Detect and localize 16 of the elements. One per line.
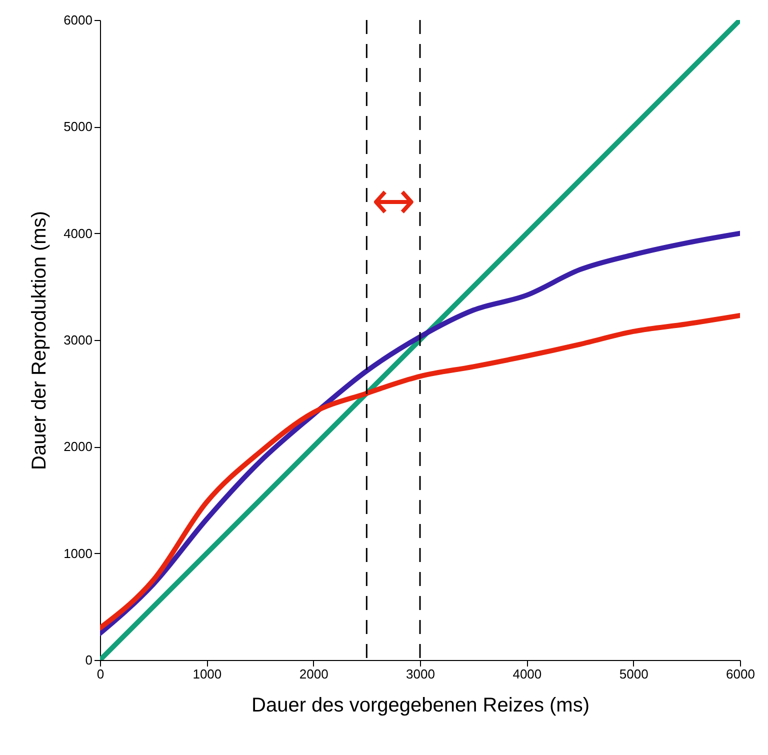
x-tick-label: 2000 (299, 666, 328, 682)
y-tick-label: 0 (85, 652, 92, 668)
x-tick-label: 0 (96, 666, 104, 682)
x-axis-title: Dauer des vorgegebenen Reizes (ms) (252, 694, 590, 716)
x-tick-label: 6000 (726, 666, 755, 682)
y-tick-label: 1000 (64, 546, 92, 561)
x-tick-label: 4000 (512, 666, 542, 682)
y-axis-title: Dauer der Reproduktion (ms) (28, 211, 51, 470)
x-tick-label: 5000 (619, 666, 648, 682)
y-tick-label: 5000 (64, 119, 92, 134)
y-tick-label: 6000 (64, 12, 92, 28)
x-tick-label: 3000 (406, 666, 435, 682)
y-tick-label: 3000 (64, 332, 92, 348)
y-tick-label: 2000 (64, 439, 92, 454)
y-tick-label: 4000 (64, 226, 92, 241)
x-tick-label: 1000 (192, 666, 222, 682)
